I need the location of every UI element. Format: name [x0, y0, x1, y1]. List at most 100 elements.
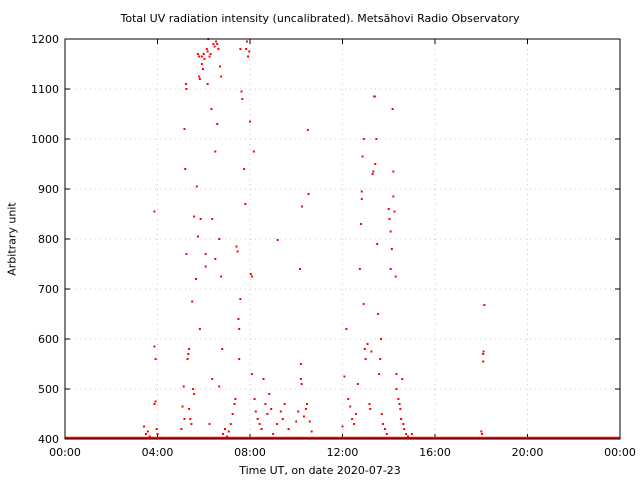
data-point: [480, 430, 483, 433]
data-point: [360, 198, 363, 200]
data-point: [191, 300, 194, 303]
data-point: [144, 433, 147, 435]
data-point: [376, 313, 379, 315]
data-point: [402, 423, 405, 425]
data-point: [353, 423, 356, 425]
data-point: [370, 350, 373, 353]
data-point: [225, 435, 228, 438]
data-point: [383, 428, 386, 430]
data-point: [204, 253, 207, 255]
data-point: [238, 328, 241, 330]
data-point: [302, 415, 305, 418]
data-point: [201, 68, 204, 70]
data-point: [183, 128, 186, 130]
data-point: [237, 318, 240, 320]
data-point: [212, 43, 215, 45]
data-point: [410, 433, 413, 435]
data-point: [205, 48, 208, 50]
data-point: [405, 433, 408, 435]
data-point: [364, 358, 367, 360]
data-point: [379, 358, 382, 360]
data-point: [154, 400, 157, 403]
y-tick-label: 1100: [31, 83, 59, 96]
data-point: [250, 275, 253, 278]
data-point: [401, 378, 404, 380]
data-point: [238, 358, 241, 360]
data-point: [482, 350, 485, 353]
data-point: [187, 353, 190, 355]
y-tick-label: 1200: [31, 33, 59, 46]
data-point: [256, 418, 259, 420]
data-point: [209, 53, 212, 55]
data-point: [206, 50, 209, 53]
data-point: [397, 398, 400, 400]
data-point: [185, 253, 188, 255]
data-point: [366, 343, 369, 345]
data-point: [252, 150, 255, 153]
data-point: [153, 210, 156, 213]
data-point: [203, 58, 206, 60]
data-point: [182, 385, 185, 388]
data-point: [360, 223, 362, 225]
x-axis-label: Time UT, on date 2020-07-23: [239, 464, 401, 477]
data-point: [202, 53, 205, 55]
data-point: [281, 418, 284, 420]
data-point: [390, 248, 393, 250]
data-point: [143, 425, 146, 428]
data-point: [193, 393, 196, 395]
data-point: [211, 378, 214, 380]
data-point: [191, 388, 194, 390]
data-point: [222, 433, 225, 435]
data-point: [248, 50, 251, 53]
data-point: [308, 420, 311, 423]
plot-frame: [64, 38, 621, 440]
data-point: [245, 48, 248, 50]
data-point: [206, 83, 209, 85]
data-point: [287, 428, 290, 430]
data-point: [394, 275, 397, 278]
data-point: [258, 423, 261, 425]
data-point: [387, 208, 390, 210]
data-point: [354, 413, 357, 415]
data-point: [307, 193, 310, 195]
data-point: [306, 403, 309, 405]
data-point: [196, 53, 199, 55]
data-point: [215, 40, 218, 43]
data-point: [247, 55, 250, 58]
data-point: [371, 173, 374, 175]
data-point: [347, 398, 350, 400]
data-point: [301, 205, 304, 208]
data-point: [189, 418, 192, 420]
data-point: [239, 298, 242, 300]
data-point: [360, 190, 363, 193]
data-point: [310, 430, 313, 433]
data-point: [220, 75, 223, 78]
data-point: [214, 258, 217, 260]
data-point: [398, 403, 401, 405]
data-point: [241, 98, 244, 100]
data-point: [196, 235, 199, 238]
data-point: [218, 238, 221, 240]
y-tick-label: 800: [38, 233, 59, 246]
data-point: [218, 65, 221, 68]
data-point: [380, 338, 383, 340]
data-point: [385, 433, 388, 435]
data-point: [391, 108, 394, 110]
data-point: [380, 413, 383, 415]
data-point: [373, 95, 376, 98]
y-tick-label: 400: [38, 433, 59, 446]
data-point: [266, 413, 269, 415]
data-point: [148, 435, 151, 438]
data-point: [216, 43, 219, 45]
data-point: [341, 425, 344, 428]
data-point: [392, 195, 395, 198]
data-point: [185, 83, 188, 85]
data-point: [270, 408, 273, 410]
data-point: [361, 155, 364, 158]
data-point: [146, 430, 149, 433]
data-point: [220, 275, 223, 278]
data-point: [193, 215, 196, 218]
data-point: [378, 373, 381, 375]
data-point: [279, 410, 282, 413]
